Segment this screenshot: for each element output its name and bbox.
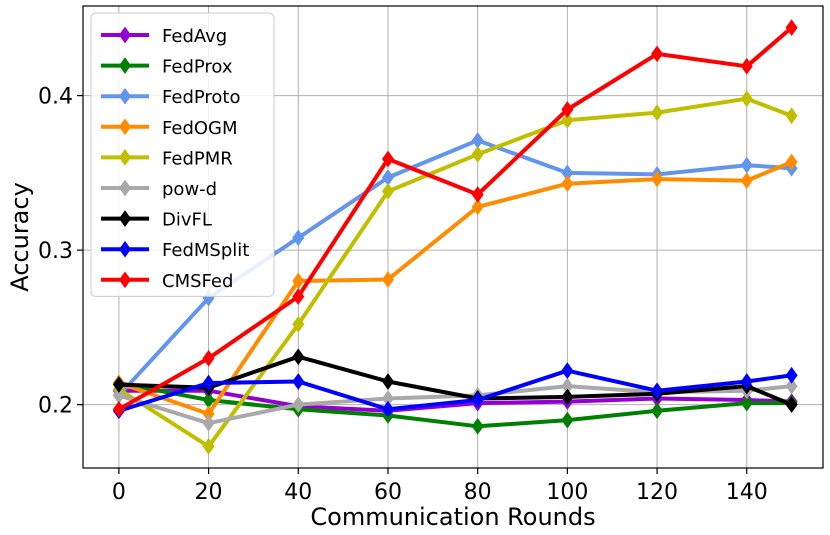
data-point xyxy=(292,348,305,366)
data-point xyxy=(471,132,484,149)
legend-label: FedMSplit xyxy=(162,240,249,261)
data-point xyxy=(381,373,394,390)
data-point xyxy=(381,150,394,168)
data-point xyxy=(785,107,798,125)
x-tick-label: 100 xyxy=(546,480,588,505)
x-tick-label: 80 xyxy=(464,480,492,505)
data-point xyxy=(785,366,798,384)
legend-item: DivFL xyxy=(101,210,212,231)
legend-marker xyxy=(118,271,132,289)
data-point xyxy=(561,101,574,118)
data-point xyxy=(740,90,753,108)
y-axis-label: Accuracy xyxy=(6,182,34,292)
legend-label: FedProx xyxy=(162,57,233,78)
data-point xyxy=(292,315,305,333)
data-point xyxy=(292,396,305,414)
x-tick-label: 0 xyxy=(112,480,126,505)
y-tick-label: 0.2 xyxy=(38,394,73,419)
legend-marker xyxy=(118,179,132,197)
legend-marker xyxy=(118,149,132,166)
data-point xyxy=(651,402,664,420)
legend-item: FedOGM xyxy=(101,118,238,139)
data-point xyxy=(740,156,753,174)
series-fedmsplit xyxy=(112,362,798,420)
data-point xyxy=(561,411,574,429)
legend-marker xyxy=(118,118,132,136)
x-tick-label: 20 xyxy=(195,480,223,505)
legend-marker xyxy=(118,210,132,227)
legend-item: FedAvg xyxy=(101,26,227,47)
data-point xyxy=(292,288,305,305)
data-point xyxy=(471,198,484,216)
legend-label: FedProto xyxy=(162,87,241,108)
data-point xyxy=(202,438,215,455)
data-point xyxy=(785,153,798,171)
data-point xyxy=(292,229,305,247)
data-point xyxy=(561,175,574,193)
data-point xyxy=(202,414,215,432)
data-point xyxy=(651,382,664,400)
x-tick-label: 120 xyxy=(636,480,678,505)
x-tick-label: 40 xyxy=(284,480,312,505)
series-fedpmr xyxy=(112,90,798,455)
data-point xyxy=(785,19,798,36)
data-point xyxy=(740,373,753,390)
data-point xyxy=(202,349,215,367)
legend-item: pow-d xyxy=(101,179,217,200)
axis-ticks: 0 20 40 60 80 100 120 140 0.2 0.3 0.4 xyxy=(38,85,768,505)
x-tick-label: 60 xyxy=(374,480,402,505)
data-point xyxy=(202,374,215,392)
legend-marker xyxy=(118,240,132,258)
legend: FedAvg FedProx FedProto FedOGM FedPMR pow-d Di… xyxy=(90,12,275,297)
series-layer xyxy=(112,19,798,455)
data-point xyxy=(112,376,125,393)
x-axis-label: Communication Rounds xyxy=(310,503,595,531)
data-point xyxy=(651,170,664,188)
legend-box xyxy=(90,12,275,297)
data-point xyxy=(471,186,484,203)
y-tick-label: 0.4 xyxy=(38,85,73,110)
data-point xyxy=(651,45,664,63)
legend-item: FedMSplit xyxy=(101,240,249,261)
data-point xyxy=(381,271,394,288)
data-point xyxy=(471,145,484,163)
legend-label: pow-d xyxy=(162,179,217,200)
legend-label: FedAvg xyxy=(162,26,227,47)
y-tick-label: 0.3 xyxy=(38,239,73,264)
data-point xyxy=(785,396,798,414)
data-point xyxy=(381,169,394,186)
data-point xyxy=(471,391,484,409)
data-point xyxy=(785,377,798,395)
legend-item: FedProto xyxy=(101,87,241,108)
legend-item: CMSFed xyxy=(101,271,233,292)
legend-marker xyxy=(118,87,132,105)
legend-marker xyxy=(118,57,132,74)
data-point xyxy=(651,104,664,121)
legend-label: FedOGM xyxy=(162,118,238,139)
legend-item: FedPMR xyxy=(101,148,233,169)
legend-label: CMSFed xyxy=(162,271,233,292)
legend-marker xyxy=(118,26,132,44)
x-tick-label: 140 xyxy=(726,480,768,505)
data-point xyxy=(112,400,125,418)
data-point xyxy=(381,183,394,200)
data-point xyxy=(561,362,574,380)
legend-item: FedProx xyxy=(101,57,233,78)
legend-label: DivFL xyxy=(162,210,212,231)
legend-label: FedPMR xyxy=(162,148,233,169)
data-point xyxy=(292,373,305,390)
data-point xyxy=(740,57,753,75)
data-point xyxy=(471,417,484,435)
data-point xyxy=(740,394,753,412)
data-point xyxy=(740,172,753,189)
data-point xyxy=(561,111,574,129)
plot-frame xyxy=(82,5,824,469)
series-cmsfed xyxy=(112,19,798,418)
data-point xyxy=(381,400,394,418)
data-point xyxy=(561,388,574,406)
